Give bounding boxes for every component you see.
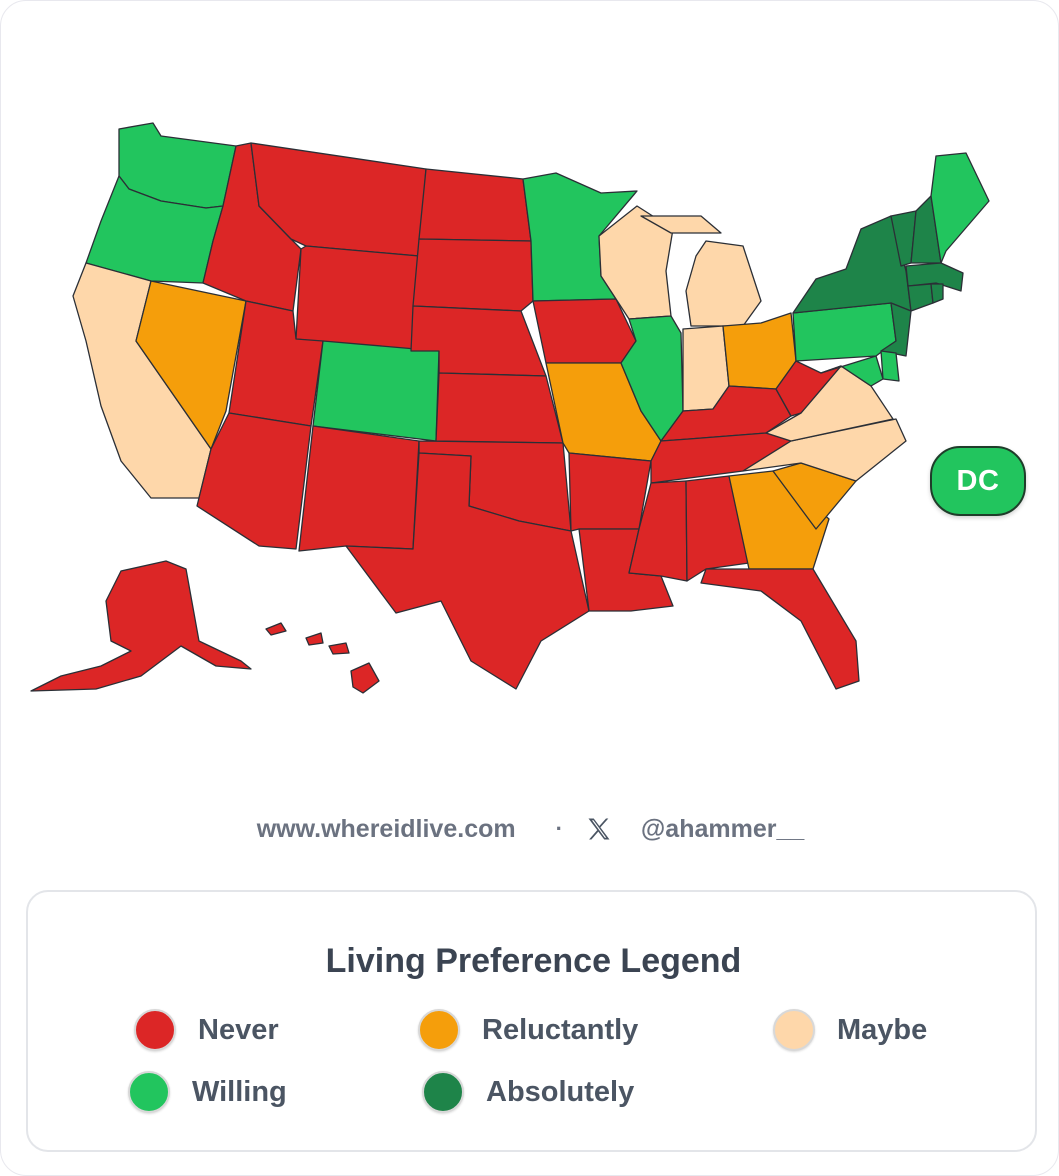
legend-label-reluctantly: Reluctantly <box>482 1013 639 1046</box>
state-AK[interactable] <box>30 560 252 692</box>
state-AZ[interactable] <box>196 412 312 550</box>
legend-swatch-willing <box>128 1071 170 1113</box>
legend-swatch-never <box>134 1009 176 1051</box>
state-SD[interactable] <box>412 238 534 312</box>
state-DE[interactable] <box>880 350 900 382</box>
state-NV[interactable] <box>135 280 247 450</box>
legend-item-willing: Willing <box>128 1069 287 1115</box>
state-KS[interactable] <box>435 372 564 444</box>
legend-swatch-absolutely <box>422 1071 464 1113</box>
state-ND[interactable] <box>418 168 532 242</box>
legend-swatch-maybe <box>773 1009 815 1051</box>
legend-label-maybe: Maybe <box>837 1013 928 1046</box>
website-link[interactable]: www.whereidlive.com <box>256 814 516 843</box>
legend-label-willing: Willing <box>192 1075 287 1108</box>
separator-dot: · <box>555 816 563 841</box>
us-map <box>21 111 1011 711</box>
state-CT[interactable] <box>907 283 934 312</box>
state-RI[interactable] <box>930 283 944 304</box>
state-MD[interactable] <box>820 355 884 387</box>
legend-label-absolutely: Absolutely <box>486 1075 635 1108</box>
legend-title: Living Preference Legend <box>325 942 742 980</box>
state-TX[interactable] <box>345 452 590 690</box>
legend-item-maybe: Maybe <box>773 1007 927 1053</box>
state-ME[interactable] <box>930 152 990 264</box>
state-CO[interactable] <box>312 340 440 442</box>
state-GA[interactable] <box>728 470 830 570</box>
social-handle[interactable]: @ahammer__ <box>640 814 805 843</box>
state-AR[interactable] <box>568 452 652 532</box>
state-HI[interactable] <box>265 622 380 694</box>
state-FL[interactable] <box>700 568 860 690</box>
state-AL[interactable] <box>685 475 750 582</box>
state-NM[interactable] <box>298 425 420 552</box>
dc-badge[interactable]: DC <box>930 446 1026 516</box>
state-NC[interactable] <box>742 418 907 482</box>
legend-item-absolutely: Absolutely <box>422 1069 634 1115</box>
legend-item-reluctantly: Reluctantly <box>418 1007 638 1053</box>
legend-swatch-reluctantly <box>418 1009 460 1051</box>
legend-item-never: Never <box>134 1007 279 1053</box>
legend-panel: Living Preference Legend Never Reluctant… <box>26 890 1037 1152</box>
credits-bar: www.whereidlive.com · @ahammer__ <box>1 809 1059 849</box>
state-MI[interactable] <box>640 215 762 327</box>
state-IA[interactable] <box>532 298 637 364</box>
state-WY[interactable] <box>295 245 420 352</box>
legend-label-never: Never <box>198 1013 279 1046</box>
x-icon[interactable] <box>585 815 613 843</box>
dc-badge-label: DC <box>956 464 1000 497</box>
